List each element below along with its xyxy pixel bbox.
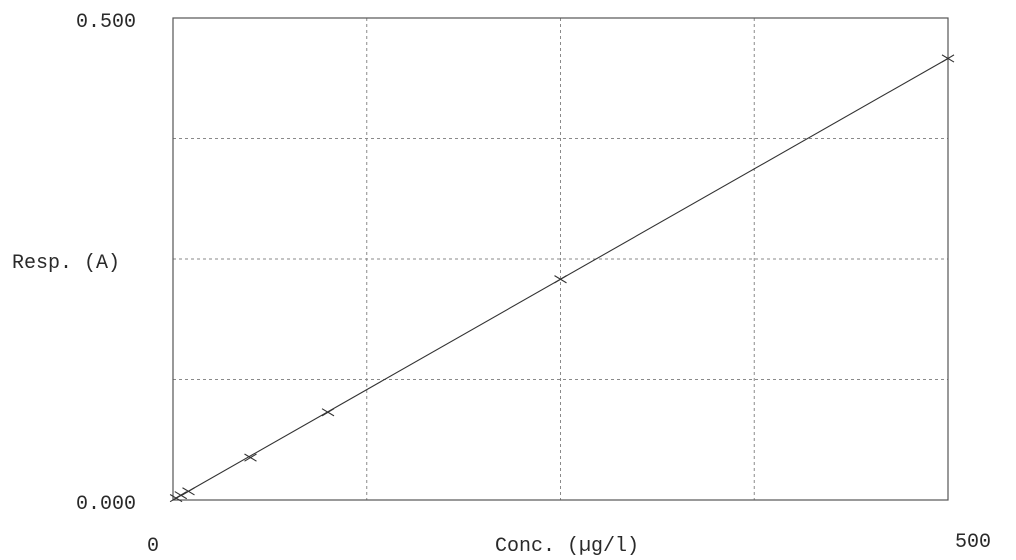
x-tick-label-right: 500 [955,531,991,554]
data-point-stroke [182,487,195,496]
grid-lines [173,18,948,500]
data-point [174,491,188,500]
data-point [182,487,195,496]
data-point [941,54,955,63]
y-axis-label: Resp. (A) [12,252,120,275]
data-point [554,275,567,284]
plot-frame [172,17,949,501]
data-point-stroke [174,491,188,500]
data-points [169,54,955,503]
x-tick-label-left: 0 [147,535,159,558]
data-point-stroke [321,408,335,417]
y-tick-label-bottom: 0.000 [76,493,136,516]
data-point [321,408,335,417]
data-point-stroke [554,275,567,284]
y-tick-label-top: 0.500 [76,11,136,34]
x-axis-label: Conc. (µg/l) [495,535,639,558]
data-point-stroke [941,54,955,63]
data-point-stroke [244,453,257,462]
data-point [244,453,257,462]
